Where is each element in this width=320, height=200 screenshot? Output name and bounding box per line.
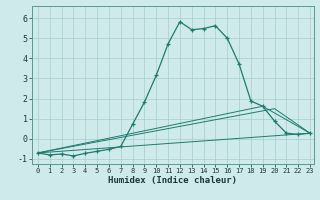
X-axis label: Humidex (Indice chaleur): Humidex (Indice chaleur) xyxy=(108,176,237,185)
